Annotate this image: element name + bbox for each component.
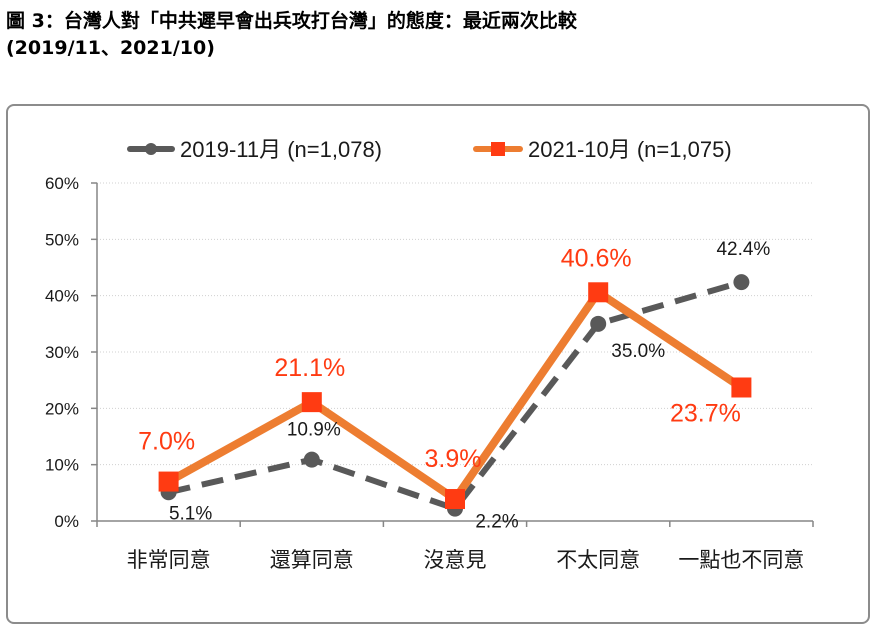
- x-category-label: 非常同意: [127, 548, 211, 572]
- x-category-label: 一點也不同意: [678, 548, 804, 572]
- chart-title: 圖 3：台灣人對「中共遲早會出兵攻打台灣」的態度：最近兩次比較: [6, 10, 577, 32]
- point-2021: [731, 377, 752, 398]
- chart-subtitle: (2019/11、2021/10): [6, 37, 215, 59]
- data-label-2021: 40.6%: [561, 244, 632, 272]
- y-tick-label: 50%: [45, 230, 79, 249]
- x-category-label: 還算同意: [270, 548, 354, 572]
- series-line-2019: [167, 279, 743, 512]
- data-label-2019: 2.2%: [475, 512, 518, 533]
- point-2019: [590, 315, 607, 332]
- point-2021: [158, 471, 179, 492]
- y-tick-label: 10%: [45, 456, 79, 475]
- data-label-2019: 10.9%: [287, 420, 341, 441]
- y-tick-label: 40%: [45, 287, 79, 306]
- x-category-label: 沒意見: [424, 548, 487, 572]
- point-2019: [303, 451, 320, 468]
- data-label-2019: 5.1%: [169, 503, 212, 524]
- data-label-2019: 42.4%: [716, 239, 770, 260]
- y-axis: 0% 10% 20% 30% 40% 50% 60%: [45, 174, 98, 531]
- x-category-label: 不太同意: [556, 548, 640, 572]
- data-label-2021: 7.0%: [138, 428, 195, 456]
- legend-label-2019: 2019-11月 (n=1,078): [180, 137, 382, 162]
- series-group: [158, 274, 752, 517]
- y-tick-label: 20%: [45, 399, 79, 418]
- y-tick-label: 0%: [54, 512, 79, 531]
- legend-marker-2021: [491, 142, 505, 156]
- x-axis: 非常同意 還算同意 沒意見 不太同意 一點也不同意: [96, 520, 814, 572]
- y-tick-label: 30%: [45, 343, 79, 362]
- gridlines: [97, 182, 813, 466]
- data-label-2021: 21.1%: [274, 354, 345, 382]
- y-tick-label: 60%: [45, 174, 79, 193]
- point-2019: [733, 274, 750, 291]
- legend-marker-2019: [145, 143, 157, 155]
- data-label-2021: 23.7%: [670, 399, 741, 427]
- legend: 2019-11月 (n=1,078) 2021-10月 (n=1,075): [127, 137, 732, 162]
- chart-title-block: 圖 3：台灣人對「中共遲早會出兵攻打台灣」的態度：最近兩次比較 (2019/11…: [6, 8, 577, 62]
- data-label-2021: 3.9%: [425, 445, 482, 473]
- point-2021: [445, 489, 465, 510]
- chart-frame: [6, 104, 870, 624]
- point-2021: [301, 392, 322, 413]
- point-2021: [588, 282, 609, 303]
- legend-label-2021: 2021-10月 (n=1,075): [528, 137, 732, 162]
- data-label-2019: 35.0%: [611, 341, 665, 362]
- data-labels: 5.1% 10.9% 2.2% 35.0% 42.4% 7.0% 21.1% 3.9% 40.6…: [138, 239, 770, 532]
